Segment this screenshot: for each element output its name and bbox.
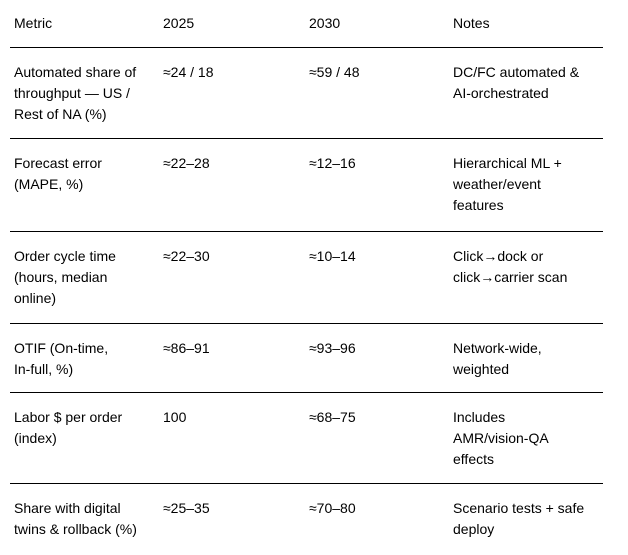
cell-metric: OTIF (On-time, In-full, %)	[14, 340, 109, 377]
metrics-table: Metric 2025 2030 Notes Automated share o…	[10, 0, 603, 555]
cell-metric: Labor $ per order (index)	[14, 409, 123, 446]
table-row: OTIF (On-time, In-full, %) ≈86–91 ≈93–96…	[10, 323, 603, 392]
table-row: Forecast error (MAPE, %) ≈22–28 ≈12–16 H…	[10, 138, 603, 231]
cell-2025-value: ≈25–35	[163, 500, 210, 516]
cell-metric: Automated share of throughput — US / Res…	[14, 64, 137, 122]
cell-2025-value: ≈24 / 18	[163, 64, 214, 80]
cell-notes: Hierarchical ML + weather/event features	[453, 155, 562, 213]
cell-notes: Network-wide, weighted	[453, 340, 542, 377]
cell-2030-value: ≈10–14	[309, 248, 356, 264]
cell-metric: Share with digital twins & rollback (%)	[14, 500, 137, 537]
header-cell-2030: 2030	[309, 15, 341, 31]
header-cell-notes: Notes	[453, 15, 490, 31]
cell-metric: Order cycle time (hours, median online)	[14, 248, 116, 306]
cell-2025-value: 100	[163, 409, 187, 425]
header-cell-2025: 2025	[163, 15, 195, 31]
table-row: Labor $ per order (index) 100 ≈68–75 Inc…	[10, 392, 603, 483]
cell-2025-value: ≈86–91	[163, 340, 210, 356]
cell-2030-value: ≈12–16	[309, 155, 356, 171]
header-cell-metric: Metric	[14, 15, 53, 31]
cell-notes: Includes AMR/vision-QA effects	[453, 409, 549, 467]
cell-notes: DC/FC automated & AI-orchestrated	[453, 64, 580, 101]
cell-2030-value: ≈68–75	[309, 409, 356, 425]
table-row: Order cycle time (hours, median online) …	[10, 231, 603, 323]
cell-2030-value: ≈70–80	[309, 500, 356, 516]
cell-2025-value: ≈22–28	[163, 155, 210, 171]
cell-metric: Forecast error (MAPE, %)	[14, 155, 102, 192]
cell-2030-value: ≈93–96	[309, 340, 356, 356]
cell-notes: Click→dock or click→carrier scan	[453, 248, 568, 285]
cell-notes: Scenario tests + safe deploy	[453, 500, 585, 537]
table-header-row: Metric 2025 2030 Notes	[10, 0, 603, 47]
table-row: Share with digital twins & rollback (%) …	[10, 483, 603, 555]
cell-2025-value: ≈22–30	[163, 248, 210, 264]
table-row: Automated share of throughput — US / Res…	[10, 47, 603, 138]
cell-2030-value: ≈59 / 48	[309, 64, 360, 80]
